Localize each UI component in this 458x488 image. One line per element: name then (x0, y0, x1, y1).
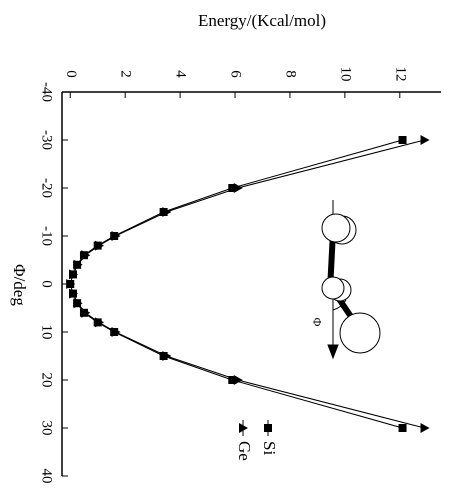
data-point (233, 183, 243, 193)
x-tick-label: 0 (39, 280, 55, 288)
inset-molecule (321, 200, 381, 360)
series-line (69, 139, 403, 429)
data-point (111, 231, 121, 241)
legend-label: Ge (235, 441, 254, 461)
data-point (228, 184, 237, 192)
x-tick-label: 10 (39, 325, 55, 340)
y-tick-label: 6 (228, 70, 244, 78)
data-point (420, 423, 430, 433)
x-tick-label: 30 (39, 421, 55, 436)
data-point (73, 298, 83, 309)
data-point (95, 240, 105, 251)
x-tick-label: -10 (39, 226, 55, 246)
y-tick-label: 8 (283, 70, 299, 78)
data-point (162, 207, 172, 217)
legend-label: Si (260, 441, 279, 455)
series-line (69, 139, 425, 429)
y-tick-label: 0 (63, 70, 79, 78)
data-point (81, 307, 91, 318)
y-tick-label: 4 (173, 70, 189, 78)
y-tick-label: 12 (392, 67, 408, 82)
data-point (81, 250, 91, 261)
data-point (73, 259, 83, 270)
x-tick-label: 20 (39, 373, 55, 388)
y-tick-label: 2 (118, 70, 134, 78)
data-point (233, 375, 243, 385)
data-point (95, 317, 105, 328)
data-point (111, 327, 121, 337)
annotation: Φ (310, 318, 324, 327)
chart-title: Energy/(Kcal/mol) (198, 11, 326, 30)
x-tick-label: 40 (39, 469, 55, 484)
data-point (162, 351, 172, 361)
data-point (66, 279, 76, 289)
data-point (398, 136, 407, 144)
data-point (420, 135, 430, 145)
data-point (68, 269, 78, 280)
x-axis-label: Φ/deg (10, 264, 29, 306)
y-tick-label: 10 (337, 67, 353, 82)
x-tick-label: -30 (39, 130, 55, 150)
x-tick-label: -20 (39, 178, 55, 198)
x-tick-label: -40 (39, 82, 55, 102)
data-point (68, 288, 78, 299)
data-point (398, 424, 407, 432)
data-point (228, 376, 237, 384)
legend-marker (239, 423, 248, 433)
legend-marker (264, 424, 272, 432)
